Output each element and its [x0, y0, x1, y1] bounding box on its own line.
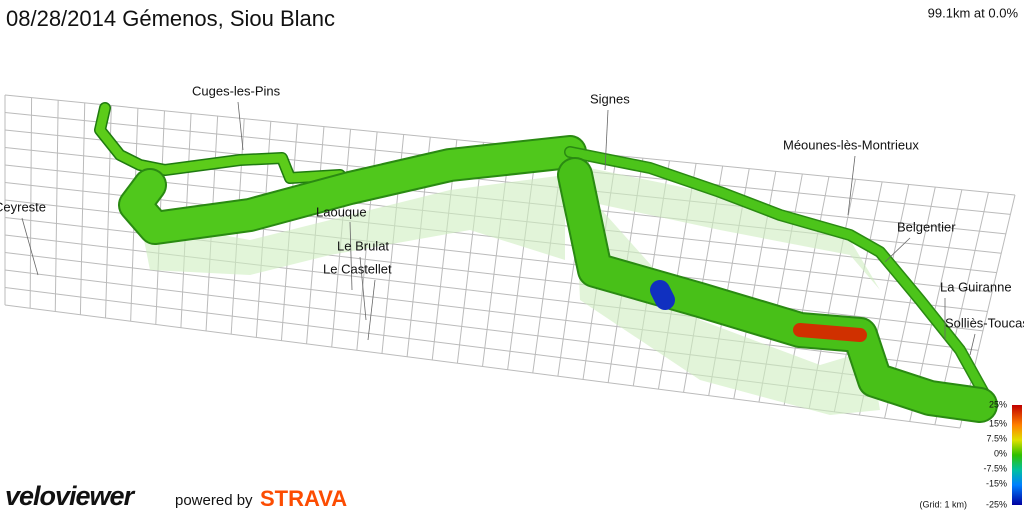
slope-scale — [1012, 405, 1022, 505]
legend-label: 25% — [989, 399, 1007, 409]
legend-label: -7.5% — [983, 463, 1007, 473]
logo: veloviewer — [5, 481, 136, 511]
place-label: Ceyreste — [0, 199, 46, 214]
place-label: Belgentier — [897, 219, 956, 234]
grid-line — [4, 252, 974, 371]
place-label: Méounes-lès-Montrieux — [783, 137, 919, 152]
title: 08/28/2014 Gémenos, Siou Blanc — [6, 6, 335, 31]
place-leaders — [21, 101, 976, 356]
place-label: Cuges-les-Pins — [192, 83, 281, 98]
place-label: La Guiranne — [940, 279, 1012, 294]
grid-note: (Grid: 1 km) — [919, 499, 967, 509]
slope-legend: 25% 15% 7.5% 0% -7.5% -15% -25% — [983, 399, 1007, 509]
place-label: Signes — [590, 91, 630, 106]
place-label: Solliès-Toucas — [945, 315, 1024, 330]
legend-label: 15% — [989, 418, 1007, 428]
legend-label: -25% — [986, 499, 1007, 509]
legend-label: 0% — [994, 448, 1007, 458]
place-label: Le Castellet — [323, 261, 392, 276]
brand: STRAVA — [260, 486, 347, 511]
status: 99.1km at 0.0% — [928, 5, 1019, 20]
legend-label: -15% — [986, 478, 1007, 488]
legend-label: 7.5% — [986, 433, 1007, 443]
place-label: Le Brulat — [337, 238, 389, 253]
grid-line — [4, 304, 961, 429]
powered-by: powered by — [175, 492, 253, 509]
route — [94, 102, 998, 423]
place-labels: Cuges-les-Pins Signes Méounes-lès-Montri… — [0, 83, 1024, 330]
place-label: Laouque — [316, 204, 367, 219]
grid-line — [4, 129, 1006, 235]
